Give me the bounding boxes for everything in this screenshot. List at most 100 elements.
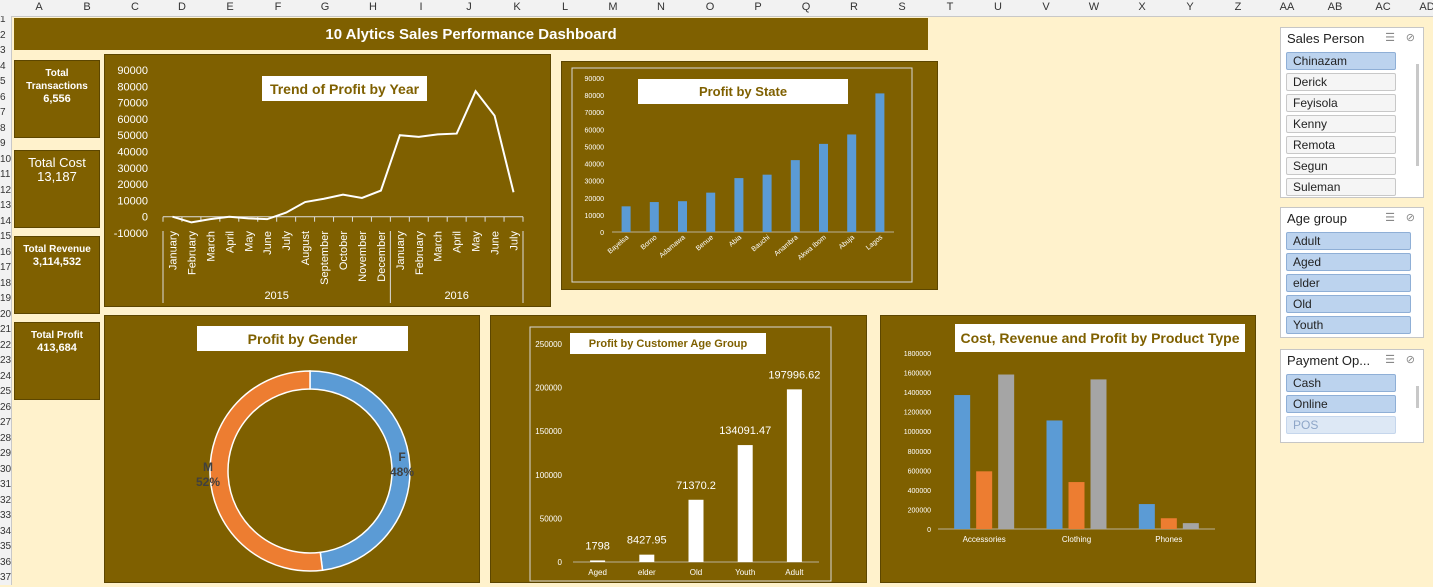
- column-header[interactable]: Q: [801, 1, 811, 13]
- slicer-age-group[interactable]: Age group ☰ ⊘ Adult Aged elder Old Youth: [1280, 207, 1424, 338]
- slicer-payment-option[interactable]: Payment Op... ☰ ⊘ Cash Online POS: [1280, 349, 1424, 443]
- slicer-sales-person[interactable]: Sales Person ☰ ⊘ Chinazam Derick Feyisola Kenn…: [1280, 27, 1424, 198]
- column-header[interactable]: N: [657, 1, 665, 13]
- product-bar[interactable]: [1160, 518, 1177, 529]
- product-bar[interactable]: [1138, 504, 1155, 529]
- column-header[interactable]: X: [1138, 1, 1146, 13]
- product-bar[interactable]: [976, 471, 993, 529]
- row-header[interactable]: 32: [0, 494, 12, 506]
- multi-select-icon[interactable]: ☰: [1385, 212, 1395, 224]
- slicer-item[interactable]: Chinazam: [1286, 52, 1396, 70]
- profit-by-gender-chart[interactable]: F 48% M 52% Profit by Gender: [104, 315, 480, 583]
- slicer-scrollbar[interactable]: [1416, 386, 1419, 408]
- row-header[interactable]: 2: [0, 29, 6, 41]
- product-bar[interactable]: [1068, 482, 1085, 529]
- column-header[interactable]: F: [274, 1, 282, 13]
- row-header[interactable]: 9: [0, 138, 6, 149]
- column-header[interactable]: O: [705, 1, 715, 13]
- row-header[interactable]: 21: [0, 324, 12, 335]
- column-header[interactable]: J: [466, 1, 472, 13]
- product-bar[interactable]: [998, 374, 1015, 529]
- column-header[interactable]: U: [994, 1, 1002, 13]
- state-bar[interactable]: [678, 201, 687, 232]
- column-header[interactable]: E: [226, 1, 234, 13]
- column-header[interactable]: Z: [1234, 1, 1242, 13]
- product-bar[interactable]: [1046, 420, 1063, 529]
- state-bar[interactable]: [734, 178, 744, 232]
- slicer-item[interactable]: Cash: [1286, 374, 1396, 392]
- row-header[interactable]: 4: [0, 60, 6, 72]
- slicer-item[interactable]: Derick: [1286, 73, 1396, 91]
- column-header[interactable]: C: [131, 1, 139, 13]
- column-header[interactable]: P: [754, 1, 762, 13]
- row-header[interactable]: 30: [0, 463, 12, 475]
- column-header[interactable]: G: [320, 1, 330, 13]
- column-header[interactable]: D: [178, 1, 186, 13]
- profit-by-state-chart[interactable]: 90000 80000 70000 60000 50000 40000 30000 20000…: [561, 61, 938, 290]
- age-bar[interactable]: [639, 554, 655, 562]
- row-header[interactable]: 22: [0, 339, 12, 351]
- row-header[interactable]: 12: [0, 184, 12, 196]
- row-header[interactable]: 3: [0, 45, 6, 56]
- row-header[interactable]: 11: [0, 169, 11, 180]
- gender-slice[interactable]: [209, 370, 324, 572]
- row-header[interactable]: 23: [0, 355, 12, 366]
- clear-filter-icon[interactable]: ⊘: [1405, 354, 1415, 366]
- row-header[interactable]: 36: [0, 556, 12, 568]
- state-bar[interactable]: [649, 202, 659, 232]
- row-header[interactable]: 26: [0, 401, 12, 413]
- row-header[interactable]: 25: [0, 386, 12, 397]
- row-header[interactable]: 5: [0, 76, 6, 87]
- slicer-item[interactable]: Old: [1286, 295, 1411, 313]
- row-header[interactable]: 7: [0, 107, 6, 118]
- column-header[interactable]: I: [419, 1, 423, 13]
- row-header[interactable]: 17: [0, 262, 12, 273]
- row-header[interactable]: 27: [0, 417, 12, 428]
- slicer-item[interactable]: elder: [1286, 274, 1411, 292]
- column-header[interactable]: H: [369, 1, 377, 13]
- profit-trend-chart[interactable]: 90000 80000 70000 60000 50000 40000 30000 20000…: [104, 54, 551, 307]
- column-header[interactable]: AA: [1279, 1, 1295, 13]
- row-header[interactable]: 18: [0, 277, 12, 289]
- slicer-scrollbar[interactable]: [1416, 64, 1419, 166]
- multi-select-icon[interactable]: ☰: [1385, 354, 1395, 366]
- product-bar[interactable]: [1182, 523, 1199, 529]
- multi-select-icon[interactable]: ☰: [1385, 32, 1395, 44]
- column-header[interactable]: M: [608, 1, 618, 13]
- column-header[interactable]: AD: [1419, 1, 1433, 13]
- row-header[interactable]: 34: [0, 525, 12, 537]
- slicer-item[interactable]: Youth: [1286, 316, 1411, 334]
- slicer-item[interactable]: Suleman: [1286, 178, 1396, 196]
- state-bar[interactable]: [762, 174, 772, 232]
- state-bar[interactable]: [847, 134, 857, 232]
- slicer-item[interactable]: Kenny: [1286, 115, 1396, 133]
- row-header[interactable]: 37: [0, 572, 12, 583]
- row-header[interactable]: 35: [0, 541, 12, 552]
- row-header[interactable]: 13: [0, 200, 12, 211]
- row-header[interactable]: 29: [0, 448, 12, 459]
- slicer-item[interactable]: Segun: [1286, 157, 1396, 175]
- row-header[interactable]: 16: [0, 246, 12, 258]
- slicer-item[interactable]: POS: [1286, 416, 1396, 434]
- age-bar[interactable]: [590, 560, 606, 562]
- column-header[interactable]: V: [1042, 1, 1050, 13]
- clear-filter-icon[interactable]: ⊘: [1405, 212, 1415, 224]
- profit-by-age-chart[interactable]: 250000 200000 150000 100000 50000 0 1798 Aged 84…: [490, 315, 867, 583]
- row-header[interactable]: 33: [0, 510, 12, 521]
- row-header[interactable]: 6: [0, 91, 6, 103]
- column-header[interactable]: AB: [1327, 1, 1343, 13]
- product-type-chart[interactable]: 1800000 1600000 1400000 1200000 1000000 80000…: [880, 315, 1256, 583]
- column-header[interactable]: W: [1088, 1, 1100, 13]
- column-header[interactable]: A: [35, 1, 43, 13]
- column-header[interactable]: K: [513, 1, 521, 13]
- column-header[interactable]: S: [898, 1, 906, 13]
- row-header[interactable]: 10: [0, 153, 12, 165]
- column-header[interactable]: R: [850, 1, 858, 13]
- row-header[interactable]: 28: [0, 432, 12, 444]
- state-bar[interactable]: [819, 143, 828, 232]
- slicer-item[interactable]: Remota: [1286, 136, 1396, 154]
- row-header[interactable]: 20: [0, 308, 12, 320]
- state-bar[interactable]: [621, 206, 631, 232]
- product-bar[interactable]: [1090, 379, 1107, 529]
- row-header[interactable]: 24: [0, 370, 12, 382]
